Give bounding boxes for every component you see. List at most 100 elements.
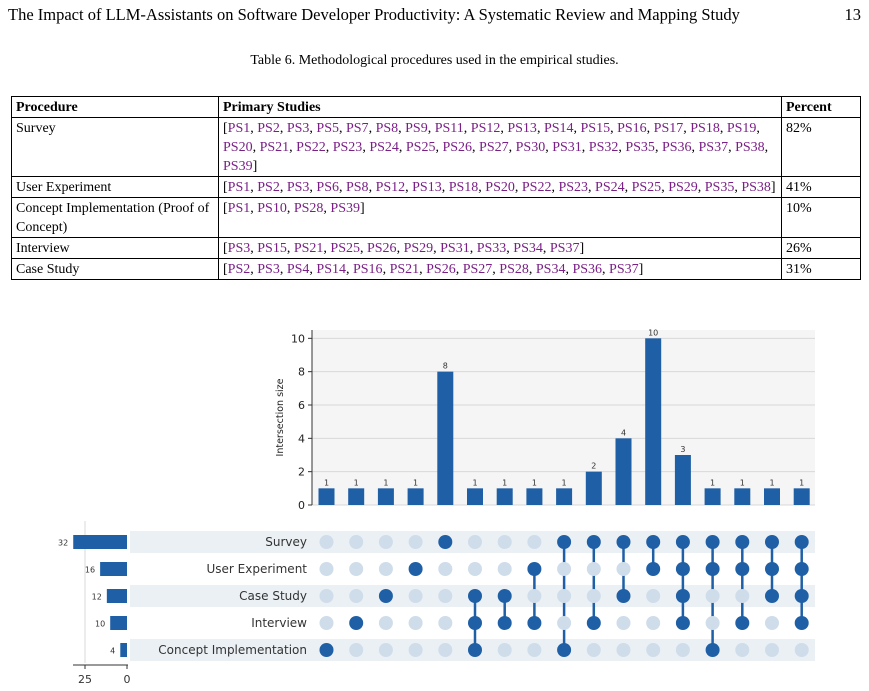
study-ref-link[interactable]: PS22 — [296, 140, 326, 155]
study-ref-link[interactable]: PS26 — [366, 241, 397, 256]
study-ref-link[interactable]: PS39 — [330, 201, 360, 216]
study-ref-link[interactable]: PS20 — [485, 180, 515, 195]
study-ref-link[interactable]: PS23 — [332, 140, 363, 155]
study-ref-link[interactable]: PS28 — [293, 201, 324, 216]
study-ref-link[interactable]: PS21 — [259, 140, 290, 155]
study-ref-link[interactable]: PS15 — [257, 241, 287, 256]
study-ref-link[interactable]: PS30 — [515, 140, 546, 155]
study-ref-link[interactable]: PS33 — [476, 241, 507, 256]
study-ref-link[interactable]: PS16 — [352, 262, 383, 277]
study-ref-link[interactable]: PS3 — [257, 262, 280, 277]
dot-inactive — [378, 643, 393, 657]
dot-inactive — [408, 589, 423, 603]
plot-background — [312, 330, 815, 505]
study-ref-link[interactable]: PS9 — [405, 121, 428, 136]
dot-active — [646, 535, 661, 549]
studies-cell: [PS3, PS15, PS21, PS25, PS26, PS29, PS31… — [218, 237, 782, 259]
paper-title: The Impact of LLM-Assistants on Software… — [8, 5, 740, 24]
study-ref-link[interactable]: PS2 — [257, 180, 280, 195]
study-ref-link[interactable]: PS2 — [227, 262, 251, 277]
study-ref-link[interactable]: PS21 — [389, 262, 420, 277]
procedure-cell: Survey — [11, 117, 219, 177]
study-ref-link[interactable]: PS19 — [726, 121, 757, 136]
study-ref-link[interactable]: PS14 — [316, 262, 346, 277]
study-ref-link[interactable]: PS18 — [448, 180, 479, 195]
study-ref-link[interactable]: PS25 — [631, 180, 662, 195]
dot-inactive — [408, 643, 423, 657]
percent-cell: 10% — [781, 197, 861, 238]
study-ref-link[interactable]: PS39 — [223, 159, 253, 174]
study-ref-link[interactable]: PS22 — [521, 180, 552, 195]
study-ref-link[interactable]: PS6 — [316, 180, 339, 195]
intersection-bar — [585, 471, 602, 505]
table-row: User Experiment [PS1, PS2, PS3, PS6, PS8,… — [11, 176, 861, 198]
study-ref-link[interactable]: PS13 — [507, 121, 537, 136]
study-ref-link[interactable]: PS27 — [479, 140, 509, 155]
study-ref-link[interactable]: PS3 — [227, 241, 251, 256]
study-ref-link[interactable]: PS28 — [499, 262, 529, 277]
dot-active — [319, 643, 334, 657]
study-ref-link[interactable]: PS31 — [440, 241, 470, 256]
study-ref-link[interactable]: PS27 — [462, 262, 493, 277]
study-ref-link[interactable]: PS3 — [286, 121, 310, 136]
study-ref-link[interactable]: PS26 — [442, 140, 473, 155]
study-ref-link[interactable]: PS1 — [227, 121, 251, 136]
study-ref-link[interactable]: PS10 — [257, 201, 287, 216]
intersection-bar — [615, 438, 632, 505]
study-ref-link[interactable]: PS24 — [369, 140, 399, 155]
study-ref-link[interactable]: PS32 — [588, 140, 619, 155]
study-ref-link[interactable]: PS20 — [223, 140, 253, 155]
study-ref-link[interactable]: PS25 — [405, 140, 436, 155]
study-ref-link[interactable]: PS35 — [704, 180, 735, 195]
dot-inactive — [557, 589, 572, 603]
study-ref-link[interactable]: PS17 — [653, 121, 684, 136]
study-ref-link[interactable]: PS37 — [609, 262, 639, 277]
study-ref-link[interactable]: PS31 — [552, 140, 582, 155]
set-size-label: 32 — [58, 539, 68, 548]
dot-active — [705, 535, 720, 549]
study-ref-link[interactable]: PS23 — [558, 180, 589, 195]
study-ref-link[interactable]: PS11 — [434, 121, 464, 136]
study-ref-link[interactable]: PS4 — [286, 262, 310, 277]
study-ref-link[interactable]: PS8 — [345, 180, 369, 195]
study-ref-link[interactable]: PS36 — [661, 140, 692, 155]
dot-active — [349, 616, 364, 630]
study-ref-link[interactable]: PS18 — [690, 121, 720, 136]
study-ref-link[interactable]: PS3 — [286, 180, 310, 195]
bar-value-label: 1 — [472, 478, 477, 487]
dot-inactive — [497, 562, 512, 576]
study-ref-link[interactable]: PS12 — [470, 121, 501, 136]
study-ref-link[interactable]: PS5 — [316, 121, 339, 136]
study-ref-link[interactable]: PS21 — [293, 241, 324, 256]
dot-inactive — [646, 616, 661, 630]
study-ref-link[interactable]: PS16 — [617, 121, 647, 136]
study-ref-link[interactable]: PS15 — [580, 121, 611, 136]
study-ref-link[interactable]: PS1 — [227, 180, 251, 195]
study-ref-link[interactable]: PS34 — [535, 262, 566, 277]
bar-value-label: 2 — [591, 462, 596, 471]
study-ref-link[interactable]: PS24 — [595, 180, 625, 195]
study-ref-link[interactable]: PS29 — [403, 241, 434, 256]
study-ref-link[interactable]: PS34 — [513, 241, 543, 256]
study-ref-link[interactable]: PS38 — [741, 180, 771, 195]
intersection-bar — [793, 488, 810, 505]
study-ref-link[interactable]: PS1 — [227, 201, 251, 216]
study-ref-link[interactable]: PS25 — [330, 241, 360, 256]
study-ref-link[interactable]: PS36 — [572, 262, 603, 277]
study-ref-link[interactable]: PS2 — [257, 121, 280, 136]
study-ref-link[interactable]: PS26 — [426, 262, 456, 277]
study-ref-link[interactable]: PS13 — [412, 180, 442, 195]
study-ref-link[interactable]: PS37 — [698, 140, 729, 155]
study-ref-link[interactable]: PS38 — [735, 140, 765, 155]
study-ref-link[interactable]: PS12 — [375, 180, 406, 195]
set-size-bar — [110, 616, 127, 630]
study-ref-link[interactable]: PS14 — [543, 121, 574, 136]
study-ref-link[interactable]: PS37 — [549, 241, 580, 256]
dot-active — [468, 616, 482, 630]
study-ref-link[interactable]: PS7 — [345, 121, 369, 136]
bar-value-label: 1 — [562, 478, 567, 487]
study-ref-link[interactable]: PS29 — [668, 180, 698, 195]
study-ref-link[interactable]: PS35 — [625, 140, 655, 155]
study-ref-link[interactable]: PS8 — [375, 121, 399, 136]
dot-inactive — [557, 562, 572, 576]
